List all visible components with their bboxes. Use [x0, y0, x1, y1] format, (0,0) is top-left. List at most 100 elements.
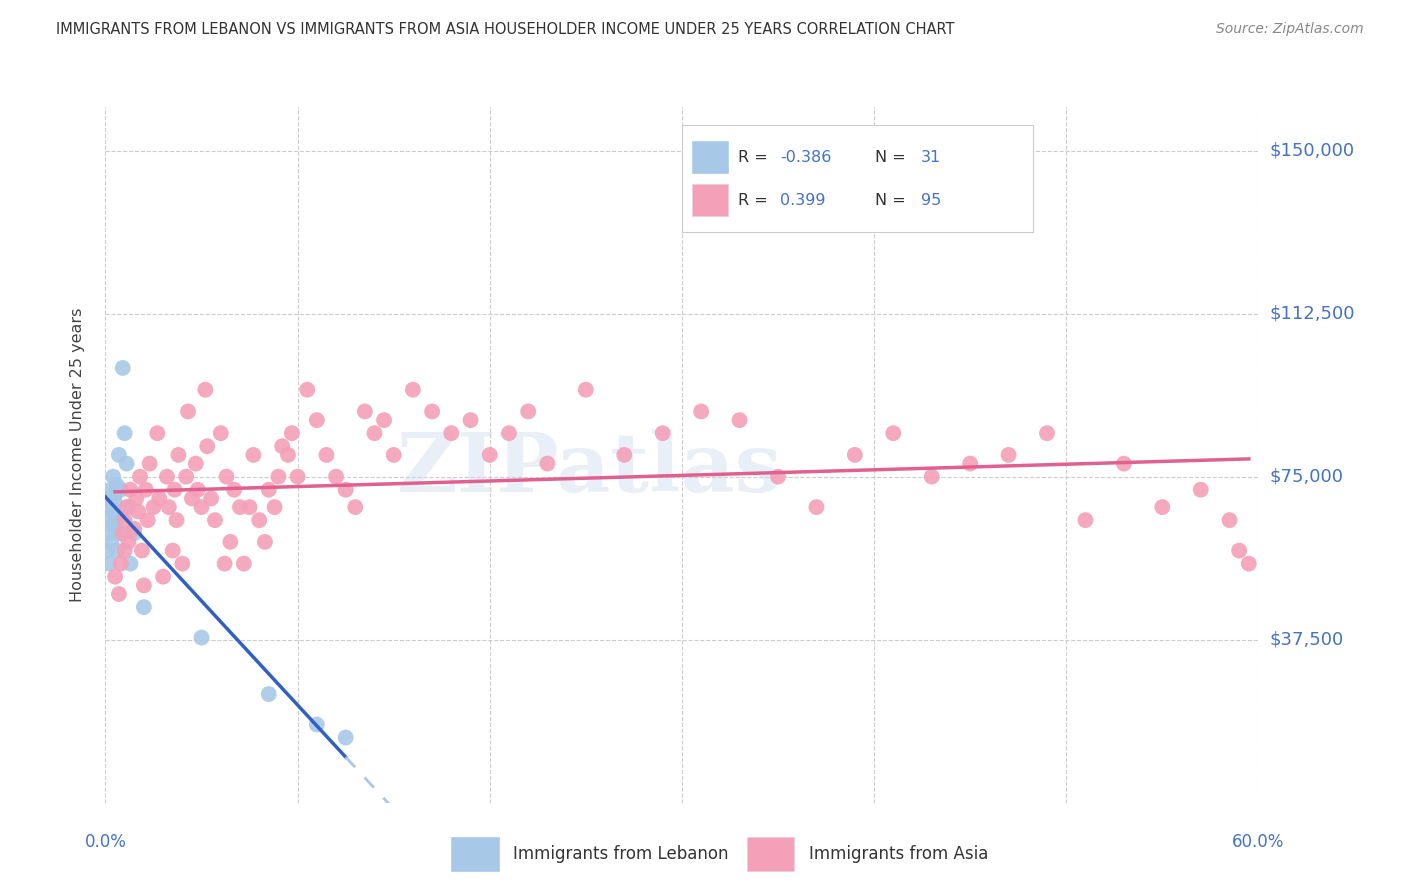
- Point: [305, 717, 328, 731]
- FancyBboxPatch shape: [692, 184, 728, 216]
- Point: [163, 483, 186, 497]
- Point: [110, 526, 132, 541]
- Point: [125, 491, 148, 506]
- Point: [110, 483, 132, 497]
- Point: [214, 557, 236, 571]
- Text: $150,000: $150,000: [1270, 142, 1354, 160]
- Point: [281, 426, 304, 441]
- Point: [187, 483, 209, 497]
- Point: [124, 526, 146, 541]
- Point: [402, 383, 425, 397]
- Point: [728, 413, 751, 427]
- Text: R =: R =: [738, 193, 773, 208]
- Point: [354, 404, 377, 418]
- Point: [100, 500, 122, 514]
- Point: [271, 439, 294, 453]
- Point: [117, 500, 139, 514]
- Point: [460, 413, 482, 427]
- Text: $112,500: $112,500: [1270, 304, 1355, 323]
- Point: [239, 500, 262, 514]
- Point: [1036, 426, 1059, 441]
- Text: N =: N =: [875, 150, 911, 165]
- Point: [325, 469, 347, 483]
- Point: [247, 513, 270, 527]
- Point: [98, 513, 121, 527]
- Point: [100, 483, 122, 497]
- Point: [242, 448, 264, 462]
- Text: R =: R =: [738, 150, 773, 165]
- Point: [257, 687, 280, 701]
- Point: [287, 469, 309, 483]
- Point: [440, 426, 463, 441]
- Point: [257, 483, 280, 497]
- Point: [115, 500, 138, 514]
- Point: [921, 469, 943, 483]
- Point: [114, 513, 136, 527]
- Point: [129, 469, 152, 483]
- Text: $75,000: $75,000: [1270, 467, 1344, 485]
- Point: [959, 457, 981, 471]
- Point: [184, 457, 207, 471]
- Point: [363, 426, 385, 441]
- Point: [232, 557, 254, 571]
- Point: [651, 426, 673, 441]
- Point: [148, 491, 170, 506]
- Point: [267, 469, 290, 483]
- Point: [104, 496, 127, 510]
- Point: [104, 487, 127, 501]
- Text: 95: 95: [921, 193, 941, 208]
- Text: IMMIGRANTS FROM LEBANON VS IMMIGRANTS FROM ASIA HOUSEHOLDER INCOME UNDER 25 YEAR: IMMIGRANTS FROM LEBANON VS IMMIGRANTS FR…: [56, 22, 955, 37]
- Point: [536, 457, 558, 471]
- Point: [277, 448, 299, 462]
- Point: [209, 426, 232, 441]
- Point: [1237, 557, 1260, 571]
- Point: [108, 587, 131, 601]
- Point: [575, 383, 598, 397]
- Text: N =: N =: [875, 193, 911, 208]
- Point: [96, 543, 118, 558]
- FancyBboxPatch shape: [451, 837, 499, 871]
- Point: [98, 557, 121, 571]
- Point: [105, 478, 128, 492]
- Point: [120, 557, 142, 571]
- Point: [162, 543, 184, 558]
- Text: Source: ZipAtlas.com: Source: ZipAtlas.com: [1216, 22, 1364, 37]
- Text: 60.0%: 60.0%: [1232, 833, 1285, 851]
- Point: [114, 426, 136, 441]
- Point: [1218, 513, 1240, 527]
- Point: [177, 404, 200, 418]
- Point: [117, 535, 139, 549]
- Point: [111, 361, 134, 376]
- Point: [335, 731, 357, 745]
- Point: [1227, 543, 1250, 558]
- Point: [190, 631, 212, 645]
- Point: [690, 404, 713, 418]
- Point: [105, 543, 128, 558]
- Point: [157, 500, 180, 514]
- Point: [200, 491, 222, 506]
- Point: [101, 504, 124, 518]
- Point: [315, 448, 337, 462]
- Point: [167, 448, 190, 462]
- Point: [101, 517, 124, 532]
- Point: [110, 557, 132, 571]
- Text: 31: 31: [921, 150, 941, 165]
- Point: [190, 500, 212, 514]
- Point: [263, 500, 285, 514]
- Point: [124, 522, 146, 536]
- Point: [613, 448, 636, 462]
- Point: [96, 526, 118, 541]
- Point: [382, 448, 405, 462]
- Point: [100, 535, 122, 549]
- Y-axis label: Householder Income Under 25 years: Householder Income Under 25 years: [70, 308, 84, 602]
- Point: [127, 504, 149, 518]
- FancyBboxPatch shape: [747, 837, 794, 871]
- Point: [1112, 457, 1135, 471]
- Point: [224, 483, 246, 497]
- Point: [882, 426, 904, 441]
- Point: [1074, 513, 1097, 527]
- Point: [98, 491, 121, 506]
- Point: [174, 469, 197, 483]
- Point: [335, 483, 357, 497]
- Point: [844, 448, 866, 462]
